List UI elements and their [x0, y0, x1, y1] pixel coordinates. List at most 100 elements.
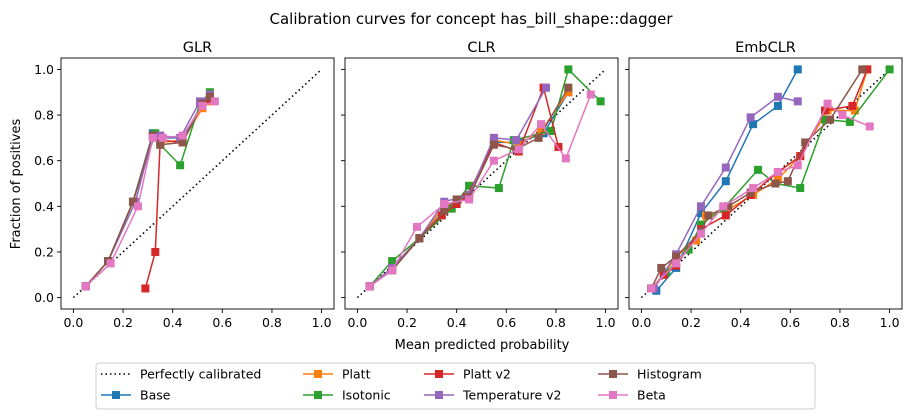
- x-tick-label: 0.4: [447, 315, 467, 330]
- y-axis-label: Fraction of positives: [9, 119, 24, 250]
- point-beta: [793, 161, 802, 170]
- point-temperature-v2: [512, 136, 521, 145]
- legend-item-beta: Beta: [598, 388, 666, 403]
- legend-marker-temperature-v2: [435, 391, 443, 399]
- y-tick-label: 1.0: [34, 62, 54, 77]
- x-tick-label: 1.0: [596, 315, 616, 330]
- point-beta: [388, 266, 397, 275]
- point-platt-v2: [437, 211, 446, 220]
- point-beta: [696, 229, 705, 238]
- y-tick-label: 0.4: [34, 199, 54, 214]
- point-histogram: [657, 263, 666, 272]
- point-histogram: [801, 138, 810, 147]
- point-temperature-v2: [793, 97, 802, 106]
- legend-label-histogram: Histogram: [637, 367, 702, 382]
- point-platt: [850, 106, 859, 115]
- point-histogram: [826, 115, 835, 124]
- point-histogram: [489, 140, 498, 149]
- point-temperature-v2: [721, 163, 730, 172]
- panel-glr: GLR 0.0 0.2 0.4 0.6 0.8 1.0 0.0 0.2 0.4 0.6 0.8 1.0: [34, 40, 335, 330]
- point-histogram: [564, 83, 573, 92]
- legend-label-base: Base: [140, 388, 171, 403]
- point-beta: [133, 202, 142, 211]
- point-beta: [749, 184, 758, 193]
- x-axis-label: Mean predicted probability: [395, 338, 570, 353]
- point-platt: [514, 140, 523, 149]
- point-histogram: [452, 195, 461, 204]
- legend-item-platt-v2: Platt v2: [424, 367, 511, 382]
- point-platt: [537, 127, 546, 136]
- point-beta: [672, 259, 681, 268]
- point-platt-v2: [863, 65, 872, 74]
- legend-label-perfectly-calibrated: Perfectly calibrated: [140, 367, 261, 382]
- series-line-beta: [650, 102, 871, 289]
- point-beta: [440, 200, 449, 209]
- series-line-platt-v2: [650, 69, 868, 289]
- series-group: [356, 65, 607, 299]
- legend-label-temperature-v2: Temperature v2: [462, 388, 562, 403]
- point-isotonic: [176, 161, 185, 170]
- x-tick-label: 0.0: [347, 315, 367, 330]
- point-platt-v2: [659, 270, 668, 279]
- point-beta: [647, 284, 656, 293]
- point-beta: [489, 156, 498, 165]
- point-temperature-v2: [696, 202, 705, 211]
- series-line-beta: [85, 100, 216, 287]
- legend-label-platt: Platt: [342, 367, 371, 382]
- series-line-histogram: [369, 87, 570, 287]
- legend-marker-platt-v2: [435, 370, 443, 378]
- x-tick-label: 0.8: [830, 315, 850, 330]
- legend-marker-platt: [314, 370, 322, 378]
- legend-item-isotonic: Isotonic: [303, 388, 391, 403]
- point-platt-v2: [721, 211, 730, 220]
- point-isotonic: [754, 165, 763, 174]
- point-histogram: [746, 188, 755, 197]
- x-tick-label: 0.0: [631, 315, 651, 330]
- point-platt: [773, 174, 782, 183]
- series-line-temperature-v2: [369, 87, 547, 287]
- point-beta: [178, 131, 187, 140]
- legend-label-beta: Beta: [637, 388, 666, 403]
- axes-frame: [344, 57, 619, 310]
- point-platt-v2: [848, 101, 857, 110]
- legend-marker-base: [112, 391, 120, 399]
- point-beta: [586, 90, 595, 99]
- point-isotonic: [821, 115, 830, 124]
- x-tick-label: 0.2: [681, 315, 701, 330]
- legend-marker-isotonic: [314, 391, 322, 399]
- point-isotonic: [696, 220, 705, 229]
- series-group: [640, 65, 894, 299]
- x-tick-label: 1.0: [312, 315, 332, 330]
- point-histogram: [783, 177, 792, 186]
- point-histogram: [704, 211, 713, 220]
- x-tick-label: 0.6: [212, 315, 232, 330]
- y-tick-label: 0.0: [34, 290, 54, 305]
- point-beta: [537, 120, 546, 129]
- x-tick-label: 0.6: [780, 315, 800, 330]
- point-platt-v2: [141, 284, 150, 293]
- point-histogram: [724, 202, 733, 211]
- figure-title: Calibration curves for concept has_bill_…: [269, 10, 673, 29]
- point-platt-v2: [151, 247, 160, 256]
- point-beta: [465, 195, 474, 204]
- panel-embclr: EmbCLR 0.0 0.2 0.4 0.6 0.8 1.0: [625, 40, 903, 330]
- point-temperature-v2: [542, 83, 551, 92]
- x-tick-label: 1.0: [880, 315, 900, 330]
- point-beta: [158, 133, 167, 142]
- point-isotonic: [885, 65, 894, 74]
- point-beta: [823, 99, 832, 108]
- legend-marker-histogram: [609, 370, 617, 378]
- point-beta: [561, 154, 570, 163]
- point-isotonic: [845, 117, 854, 126]
- x-tick-label: 0.0: [63, 315, 83, 330]
- point-temperature-v2: [746, 113, 755, 122]
- point-beta: [198, 101, 207, 110]
- y-tick-label: 0.8: [34, 108, 54, 123]
- legend-item-perfectly-calibrated: Perfectly calibrated: [101, 367, 261, 382]
- point-beta: [81, 282, 90, 291]
- panel-clr: CLR 0.0 0.2 0.4 0.6 0.8 1.0: [341, 40, 619, 330]
- point-platt: [564, 88, 573, 97]
- legend: Perfectly calibrated Base Platt Isotonic Pla…: [95, 362, 816, 410]
- x-tick-label: 0.8: [546, 315, 566, 330]
- x-tick-label: 0.6: [496, 315, 516, 330]
